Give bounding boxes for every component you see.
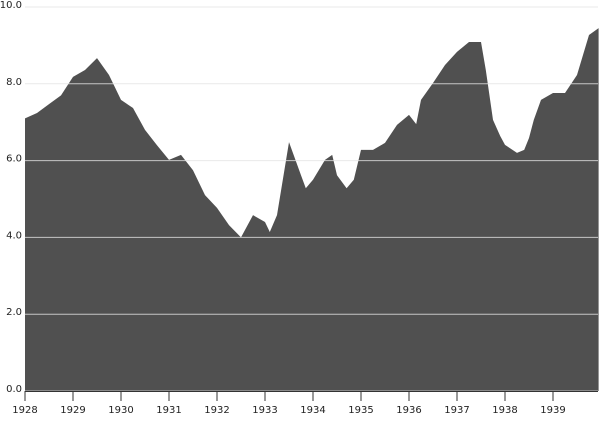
x-tick-label: 1935 <box>348 405 373 416</box>
y-tick-label: 10.0 <box>0 0 22 11</box>
x-tick-label: 1937 <box>444 405 469 416</box>
x-tick-label: 1938 <box>492 405 517 416</box>
x-tick-label: 1939 <box>540 405 565 416</box>
x-tick-label: 1931 <box>156 405 181 416</box>
y-tick-label: 8.0 <box>6 77 22 88</box>
y-tick-label: 0.0 <box>6 384 22 395</box>
y-tick-label: 4.0 <box>6 230 22 241</box>
x-tick-label: 1933 <box>252 405 277 416</box>
area <box>25 28 599 392</box>
x-tick-label: 1928 <box>12 405 37 416</box>
x-tick-label: 1934 <box>300 405 325 416</box>
x-tick-label: 1930 <box>108 405 133 416</box>
y-tick-label: 6.0 <box>6 154 22 165</box>
x-tick-label: 1932 <box>204 405 229 416</box>
y-tick-label: 2.0 <box>6 307 22 318</box>
x-tick-label: 1936 <box>396 405 421 416</box>
x-tick-label: 1929 <box>60 405 85 416</box>
